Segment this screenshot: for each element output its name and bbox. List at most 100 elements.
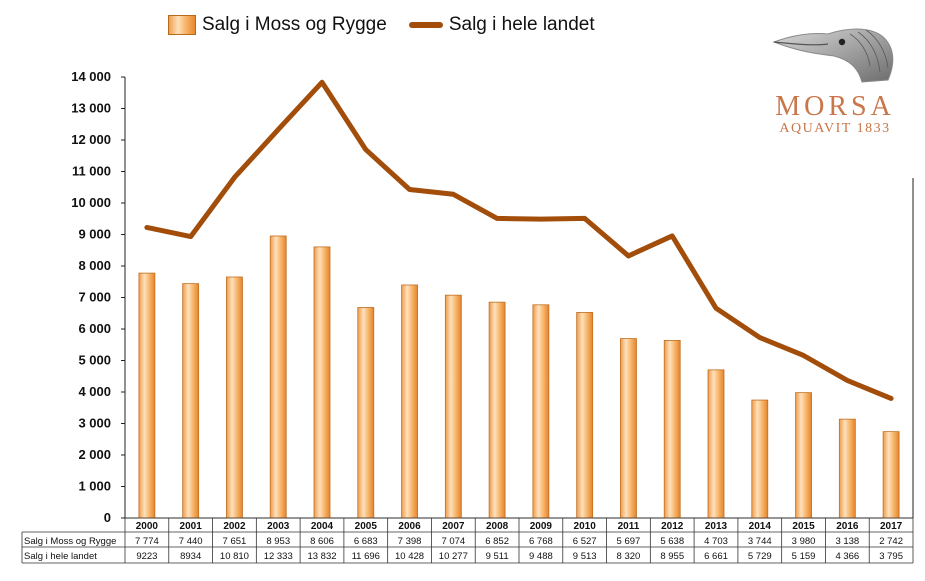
- brand-logo: MORSA AQUAVIT 1833: [770, 22, 900, 137]
- y-tick-label: 9 000: [78, 227, 111, 242]
- legend-label-bar: Salg i Moss og Rygge: [202, 14, 387, 35]
- bar-2003: [269, 235, 287, 519]
- line-point-2016: [845, 378, 850, 383]
- y-tick-label: 2 000: [78, 447, 111, 462]
- line-point-2011: [626, 253, 631, 258]
- y-tick-label: 1 000: [78, 479, 111, 494]
- y-tick-label: 0: [104, 510, 111, 525]
- bar-2016: [838, 418, 856, 519]
- table-cell-line: 8934: [180, 551, 201, 562]
- bar-2000: [138, 272, 156, 519]
- y-tick-label: 4 000: [78, 384, 111, 399]
- y-tick-label: 5 000: [78, 353, 111, 368]
- y-tick-label: 6 000: [78, 321, 111, 336]
- line-point-2008: [495, 216, 500, 221]
- bar-2012: [663, 340, 681, 519]
- line-point-2009: [538, 217, 543, 222]
- table-cell-line: 5 159: [792, 551, 816, 562]
- line-point-2006: [407, 187, 412, 192]
- table-cell-bar: 6 527: [573, 536, 597, 547]
- y-tick-label: 13 000: [71, 101, 111, 116]
- bar-2009: [532, 304, 550, 519]
- table-cell-line: 5 729: [748, 551, 772, 562]
- y-tick-label: 8 000: [78, 258, 111, 273]
- x-tick-label: 2016: [836, 521, 859, 532]
- x-tick-label: 2006: [398, 521, 421, 532]
- x-tick-label: 2014: [749, 521, 772, 532]
- x-tick-label: 2003: [267, 521, 290, 532]
- x-tick-label: 2009: [530, 521, 553, 532]
- x-tick-label: 2008: [486, 521, 509, 532]
- table-cell-bar: 2 742: [879, 536, 903, 547]
- legend-item-bar: Salg i Moss og Rygge: [168, 14, 387, 36]
- x-tick-label: 2005: [355, 521, 378, 532]
- line-point-2015: [801, 353, 806, 358]
- table-cell-line: 8 320: [617, 551, 641, 562]
- table-row-label-line: Salg i hele landet: [24, 551, 97, 562]
- x-tick-label: 2013: [705, 521, 728, 532]
- y-tick-label: 7 000: [78, 290, 111, 305]
- table-cell-bar: 5 638: [660, 536, 684, 547]
- table-cell-bar: 3 744: [748, 536, 772, 547]
- table-cell-line: 11 696: [352, 551, 380, 562]
- table-cell-line: 3 795: [879, 551, 903, 562]
- bar-2015: [795, 392, 812, 519]
- table-cell-bar: 7 774: [135, 536, 159, 547]
- table-cell-line: 9223: [136, 551, 157, 562]
- table-cell-bar: 7 398: [398, 536, 422, 547]
- x-tick-label: 2010: [574, 521, 597, 532]
- table-cell-bar: 3 138: [835, 536, 859, 547]
- bar-2014: [751, 399, 769, 519]
- bar-2005: [357, 307, 375, 519]
- bar-2011: [620, 338, 637, 519]
- bar-2013: [707, 369, 725, 519]
- line-point-2001: [188, 234, 193, 239]
- line-point-2010: [582, 216, 587, 221]
- legend: Salg i Moss og Rygge Salg i hele landet: [168, 14, 617, 36]
- table-cell-bar: 7 074: [441, 536, 465, 547]
- y-tick-label: 12 000: [71, 132, 111, 147]
- bar-2002: [226, 276, 243, 519]
- table-cell-bar: 7 440: [179, 536, 203, 547]
- x-tick-label: 2017: [880, 521, 903, 532]
- table-cell-line: 9 513: [573, 551, 597, 562]
- legend-swatch-line: [408, 22, 443, 28]
- table-cell-bar: 4 703: [704, 536, 728, 547]
- bar-2001: [182, 283, 200, 519]
- bar-2004: [313, 246, 331, 519]
- bar-2010: [576, 311, 594, 519]
- line-point-2002: [232, 175, 237, 180]
- table-cell-line: 10 810: [220, 551, 249, 562]
- line-point-2000: [144, 225, 149, 230]
- y-tick-label: 3 000: [78, 416, 111, 431]
- legend-label-line: Salg i hele landet: [448, 14, 595, 35]
- bar-2017: [882, 431, 900, 519]
- x-tick-label: 2011: [618, 521, 640, 532]
- x-tick-label: 2002: [223, 521, 246, 532]
- table-cell-line: 8 955: [660, 551, 684, 562]
- table-cell-bar: 5 697: [617, 536, 641, 547]
- line-point-2004: [320, 80, 324, 85]
- line-point-2014: [757, 335, 762, 340]
- table-cell-bar: 7 651: [223, 536, 247, 547]
- bar-2007: [444, 294, 462, 519]
- x-tick-label: 2012: [661, 521, 684, 532]
- bar-2006: [401, 284, 418, 519]
- line-point-2012: [670, 233, 675, 238]
- logo-subtitle: AQUAVIT 1833: [779, 121, 891, 136]
- legend-swatch-bar: [168, 15, 196, 35]
- bird-head-icon: [772, 28, 894, 83]
- logo-wordmark: MORSA: [775, 91, 895, 122]
- table-cell-line: 10 277: [439, 551, 468, 562]
- table-cell-bar: 6 768: [529, 536, 553, 547]
- x-tick-label: 2007: [442, 521, 465, 532]
- table-cell-line: 12 333: [264, 551, 293, 562]
- table-cell-line: 9 511: [486, 551, 509, 562]
- series-line-hele-landet: [144, 79, 894, 401]
- x-tick-label: 2000: [136, 521, 159, 532]
- table-cell-bar: 8 953: [266, 536, 290, 547]
- bar-2008: [488, 301, 506, 519]
- line-point-2007: [451, 192, 456, 197]
- table-cell-line: 4 366: [835, 551, 859, 562]
- table-cell-bar: 8 606: [310, 536, 334, 547]
